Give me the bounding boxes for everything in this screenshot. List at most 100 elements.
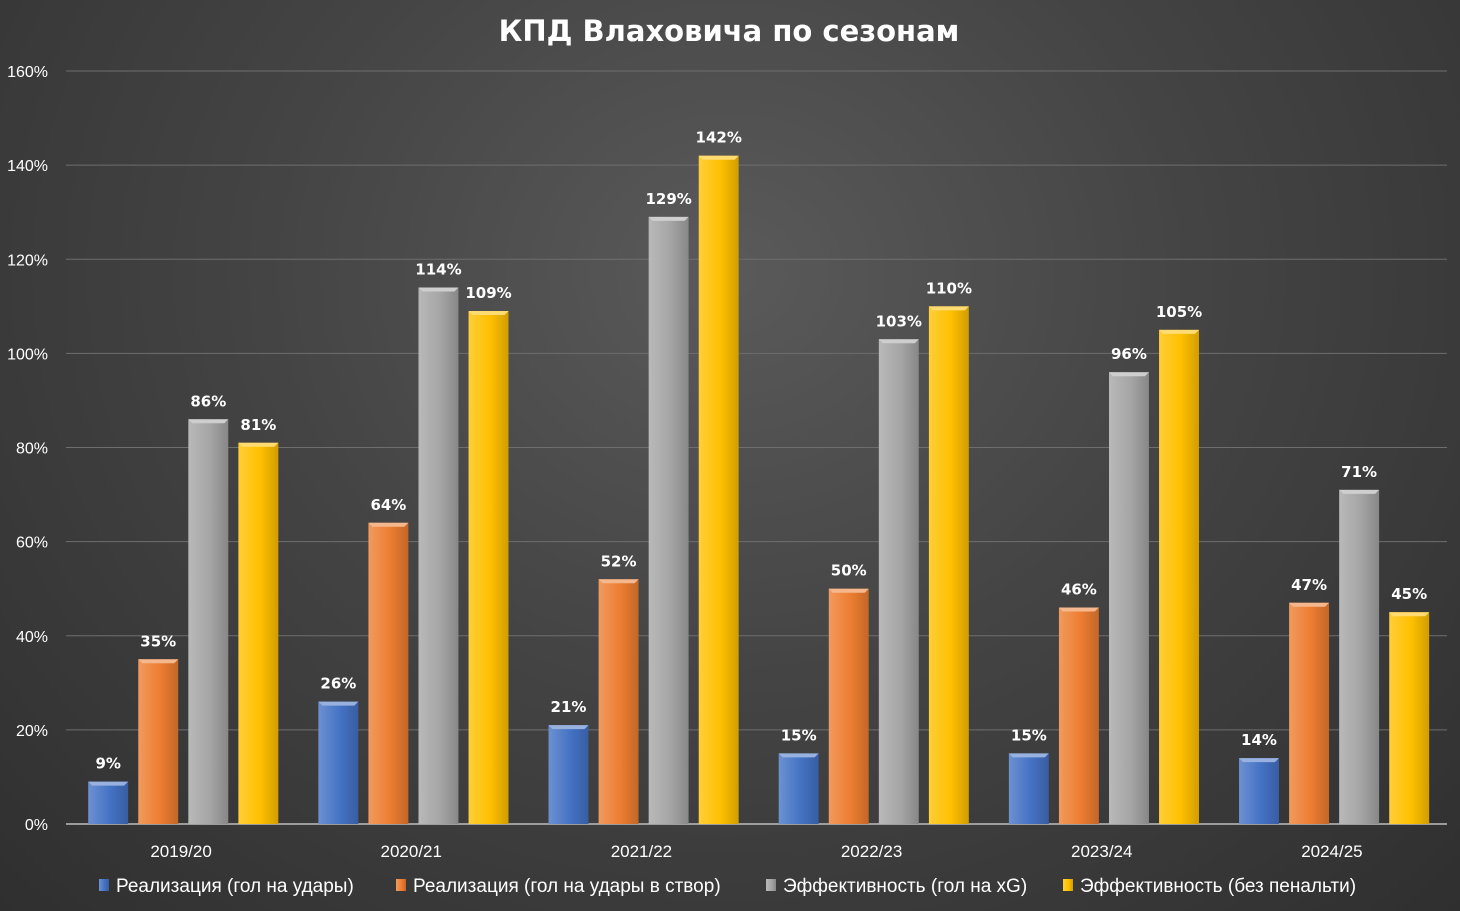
data-label: 9% [95,755,120,773]
y-tick-label: 120% [7,252,48,269]
data-label: 110% [926,279,972,297]
legend-swatch [766,879,776,891]
bar-top [318,701,359,706]
data-label: 21% [551,698,587,716]
bar-top [1339,489,1380,494]
bar-top [468,311,509,316]
bar-top [648,216,689,221]
bar-top [878,339,919,344]
bar [138,659,179,824]
chart-title: КПД Влаховича по сезонам [499,14,960,48]
legend-item: Реализация (гол на удары) [99,876,354,897]
bar [468,311,509,824]
bar-top [778,753,819,758]
data-labels: 9% 35% 86% 81% 26% 64% 114%109% 21% 52% 129% 142% 1… [95,129,1427,773]
bar-top [1239,758,1279,763]
bar-top [1008,753,1049,758]
bar [698,155,739,824]
data-label: 86% [190,392,226,410]
data-label: 47% [1291,576,1327,594]
bar-top [418,287,459,292]
bar-top [368,522,409,527]
bar [1289,602,1330,824]
legend-label: Эффективность (гол на xG) [783,876,1027,897]
y-tick-label: 80% [16,441,48,458]
bar-top [1109,372,1149,377]
y-axis: 0% 20% 40% 60% 80% 100% 120% 140% 160% [7,64,48,834]
y-tick-label: 60% [16,535,48,552]
bar-top [188,419,229,424]
legend-swatch [396,879,406,891]
bar [1058,607,1099,824]
bar [88,781,129,824]
data-label: 81% [240,416,276,434]
bar [1389,612,1430,824]
bar-top [928,306,969,311]
data-label: 105% [1156,303,1202,321]
data-label: 15% [1011,726,1047,744]
bar-top [1289,602,1330,607]
bar [188,419,229,824]
y-tick-label: 40% [16,629,48,646]
y-tick-label: 20% [16,723,48,740]
y-tick-label: 140% [7,158,48,175]
bar [1109,372,1149,824]
bar [368,522,409,824]
y-tick-label: 100% [7,346,48,363]
data-label: 50% [831,562,867,580]
bar [648,216,689,825]
bar [1239,758,1279,824]
data-label: 52% [601,552,637,570]
bar [778,753,819,824]
data-label: 114% [415,260,461,278]
bar [318,701,359,824]
data-label: 96% [1111,345,1147,363]
legend: Реализация (гол на удары) Реализация (гол… [99,876,1356,897]
legend-label: Реализация (гол на удары в створ) [413,876,721,897]
data-label: 64% [370,496,406,514]
y-tick-label: 0% [25,817,48,834]
bar [1008,753,1049,824]
legend-swatch [1063,879,1073,891]
legend-item: Реализация (гол на удары в створ) [396,876,721,897]
data-label: 129% [645,190,691,208]
bar-top [238,442,279,447]
y-tick-label: 160% [7,64,48,81]
bar [418,287,459,824]
legend-label: Эффективность (без пенальти) [1080,876,1356,897]
data-label: 46% [1061,581,1097,599]
bar-top [828,588,869,593]
legend-item: Эффективность (без пенальти) [1063,876,1356,897]
legend-label: Реализация (гол на удары) [116,876,354,897]
x-tick-label: 2021/22 [611,842,672,861]
x-tick-label: 2024/25 [1301,842,1362,861]
gridlines [66,70,1447,825]
bar-top [138,659,179,664]
x-tick-label: 2020/21 [381,842,442,861]
bar-top [88,781,129,786]
data-label: 103% [876,312,922,330]
bar-top [598,579,639,584]
bar-top [1389,612,1430,617]
bar [878,339,919,824]
data-label: 71% [1341,463,1377,481]
bar [548,725,589,824]
data-label: 14% [1241,731,1277,749]
data-label: 35% [140,632,176,650]
legend-swatch [99,879,109,891]
data-label: 26% [320,675,356,693]
bars [88,155,1430,825]
bar-top [1159,329,1199,334]
bar-top [698,155,739,160]
data-label: 15% [781,726,817,744]
data-label: 109% [465,284,511,302]
data-label: 45% [1391,585,1427,603]
bar-top [548,725,589,730]
x-tick-label: 2022/23 [841,842,902,861]
x-axis: 2019/20 2020/21 2021/22 2022/23 2023/24 2024/… [150,842,1362,861]
x-tick-label: 2019/20 [150,842,211,861]
bar [1159,329,1199,824]
bar [238,442,279,824]
bar [828,588,869,824]
